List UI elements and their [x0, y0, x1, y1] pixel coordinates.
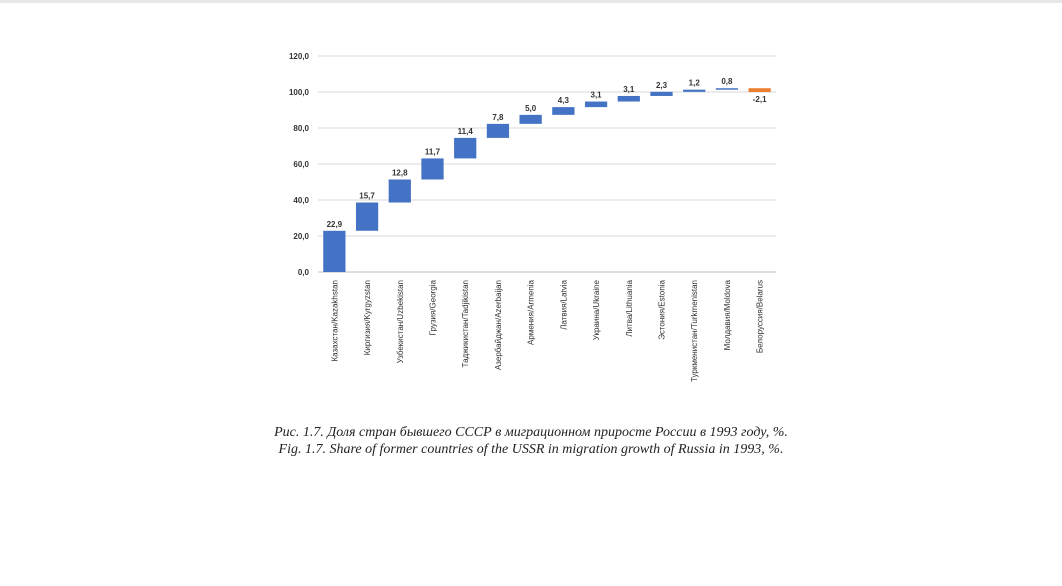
y-tick-label: 100,0 — [289, 88, 310, 97]
bar — [683, 89, 706, 92]
data-labels: 22,9 15,7 12,8 11,7 11,4 7,8 5,0 4,3 3,1 3,1 2,3 1,… — [327, 77, 768, 229]
data-label: 0,8 — [721, 77, 733, 86]
caption-ru: Рис. 1.7. Доля стран бывшего СССР в мигр… — [274, 425, 788, 440]
bar — [650, 91, 673, 96]
data-label: 12,8 — [392, 168, 408, 177]
y-tick-label: 40,0 — [293, 196, 309, 205]
x-tick-label: Азербайджан/Azerbaijan — [494, 280, 503, 370]
x-tick-label: Казахстан/Kazakhstan — [330, 280, 339, 362]
x-tick-label: Украина/Ukraine — [592, 279, 601, 340]
bar — [617, 95, 640, 102]
bar — [421, 158, 444, 180]
data-label: 2,3 — [656, 81, 668, 90]
x-tick-label: Белоруссия/Belarus — [756, 280, 765, 353]
bar — [552, 107, 575, 115]
top-border — [0, 0, 1062, 3]
bar — [388, 179, 411, 203]
x-tick-label: Узбекистан/Uzbekistan — [396, 280, 405, 363]
waterfall-chart: 0,0 20,0 40,0 60,0 80,0 100,0 120,0 22,9 15,7 12… — [289, 52, 776, 382]
x-tick-label: Туркменистан/Turkmenistan — [690, 280, 699, 382]
caption-en: Fig. 1.7. Share of former countries of t… — [278, 442, 784, 457]
y-tick-label: 60,0 — [293, 160, 309, 169]
x-tick-label: Молдавия/Moldova — [723, 279, 732, 350]
y-tick-label: 80,0 — [293, 124, 309, 133]
data-label: 15,7 — [359, 192, 375, 201]
y-tick-label: 120,0 — [289, 52, 310, 61]
y-axis: 0,0 20,0 40,0 60,0 80,0 100,0 120,0 — [289, 52, 310, 277]
bar — [323, 230, 346, 272]
x-axis-labels: Казахстан/Kazakhstan Киргизия/Kyrgyzstan У… — [330, 279, 764, 382]
data-label: 22,9 — [327, 220, 343, 229]
x-tick-label: Грузия/Georgia — [429, 279, 438, 335]
bar — [519, 114, 542, 124]
data-label: 3,1 — [623, 85, 635, 94]
data-label: 1,2 — [689, 79, 701, 88]
data-label: 11,4 — [458, 127, 474, 136]
x-tick-label: Киргизия/Kyrgyzstan — [363, 280, 372, 355]
data-label: -2,1 — [753, 95, 767, 104]
data-label: 4,3 — [558, 96, 570, 105]
data-label: 7,8 — [492, 113, 504, 122]
y-tick-label: 20,0 — [293, 232, 309, 241]
bar — [454, 137, 477, 159]
data-label: 5,0 — [525, 104, 537, 113]
data-label: 11,7 — [425, 147, 441, 156]
x-tick-label: Эстония/Estonia — [658, 279, 667, 339]
bar — [486, 123, 510, 138]
bar — [584, 101, 608, 108]
x-tick-label: Латвия/Latvia — [559, 279, 568, 329]
x-tick-label: Таджикистан/Tadjikistan — [461, 280, 470, 367]
data-label: 3,1 — [591, 91, 603, 100]
x-tick-label: Армения/Armenia — [527, 279, 536, 345]
gridlines — [318, 55, 776, 273]
bar — [748, 88, 771, 92]
bar — [355, 202, 379, 231]
bars — [323, 88, 771, 272]
y-tick-label: 0,0 — [298, 268, 310, 277]
x-tick-label: Литва/Lithuania — [625, 279, 634, 336]
bar — [715, 88, 739, 90]
